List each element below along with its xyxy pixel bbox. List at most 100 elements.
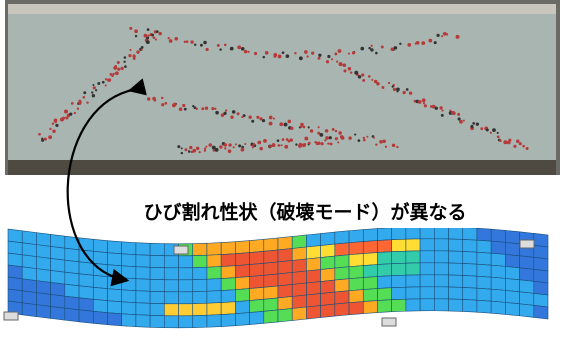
mesh-cell xyxy=(349,230,363,243)
mesh-cell xyxy=(321,268,335,281)
mesh-cell xyxy=(292,235,306,248)
crack xyxy=(290,127,293,130)
crack xyxy=(155,38,157,40)
mesh-cell xyxy=(377,300,391,313)
crack xyxy=(224,44,227,47)
crack xyxy=(253,143,256,146)
mesh-cell xyxy=(250,299,264,312)
mesh-cell xyxy=(534,245,548,259)
mesh-cell xyxy=(221,278,235,291)
crack xyxy=(129,27,132,30)
mesh-cell xyxy=(520,292,534,306)
mesh-cell xyxy=(377,228,391,241)
mesh-cell xyxy=(491,253,505,266)
crack xyxy=(396,146,398,148)
crack xyxy=(188,150,191,153)
mesh-cell xyxy=(534,281,548,295)
crack xyxy=(83,96,86,99)
mesh-cell xyxy=(164,316,178,328)
mesh-cell xyxy=(250,311,264,324)
mesh-cell xyxy=(420,287,434,299)
mesh-cell xyxy=(179,316,193,328)
mesh-cell xyxy=(292,307,306,320)
crack xyxy=(304,50,308,54)
mesh-cell xyxy=(449,227,463,239)
mesh-cell xyxy=(179,304,193,316)
crack xyxy=(526,147,529,150)
mesh-cell xyxy=(335,243,349,256)
crack xyxy=(184,41,186,43)
mesh-cell xyxy=(250,287,264,300)
crack xyxy=(287,120,291,124)
crack xyxy=(327,55,330,58)
crack xyxy=(354,71,358,75)
mesh-cell xyxy=(406,287,420,299)
crack xyxy=(375,52,378,55)
crack xyxy=(321,142,324,145)
mesh-cell xyxy=(278,237,292,250)
mesh-cell xyxy=(235,301,249,314)
mesh-cell xyxy=(306,270,320,283)
mesh-cell xyxy=(420,251,434,263)
mesh-cell xyxy=(221,242,235,255)
crack xyxy=(263,139,267,143)
mesh-cell xyxy=(8,289,22,303)
mesh-cell xyxy=(193,243,207,255)
crack xyxy=(120,67,123,70)
mesh-cell xyxy=(107,313,121,326)
mesh-cell xyxy=(150,267,164,279)
mesh-cell xyxy=(349,242,363,255)
mesh-cell xyxy=(221,314,235,327)
crack xyxy=(184,108,187,111)
mesh-cell xyxy=(463,275,477,288)
mesh-cell xyxy=(406,275,420,287)
crack xyxy=(190,40,193,43)
crack xyxy=(168,37,170,39)
crack xyxy=(385,146,387,148)
mesh-cell xyxy=(51,294,65,308)
crack xyxy=(141,46,144,49)
crack xyxy=(181,152,183,154)
crack xyxy=(299,56,303,60)
mesh-cell xyxy=(36,257,50,271)
mesh-cell xyxy=(79,298,93,312)
mesh-cell xyxy=(65,284,79,298)
mesh-cell xyxy=(406,263,420,275)
mesh-cell xyxy=(193,303,207,315)
crack xyxy=(311,51,314,54)
mesh-cell xyxy=(477,252,491,265)
crack xyxy=(174,37,178,41)
crack xyxy=(370,48,373,51)
crack xyxy=(74,112,76,114)
crack xyxy=(441,110,443,112)
crack xyxy=(430,105,433,108)
mesh-cell xyxy=(93,251,107,264)
crack xyxy=(257,141,261,145)
mesh-cell xyxy=(22,231,36,245)
mesh-cell xyxy=(321,292,335,305)
mesh-cell xyxy=(207,279,221,292)
mesh-cell xyxy=(520,268,534,282)
mesh-cell xyxy=(278,273,292,286)
crack xyxy=(141,49,143,51)
mesh-cell xyxy=(505,254,519,267)
crack xyxy=(102,81,105,84)
mesh-cell xyxy=(377,276,391,289)
crack xyxy=(457,113,460,116)
mesh-cell xyxy=(136,255,150,268)
mesh-cell xyxy=(520,280,534,294)
mesh-cell xyxy=(150,315,164,327)
mesh-cell xyxy=(136,291,150,304)
mesh-cell xyxy=(8,253,22,267)
mesh-cell xyxy=(349,302,363,315)
mesh-cell xyxy=(179,256,193,268)
mesh-cell xyxy=(505,290,519,303)
crack xyxy=(41,138,43,140)
crack xyxy=(49,128,51,130)
mesh-cell xyxy=(534,293,548,307)
caption: ひび割れ性状（破壊モード）が異なる xyxy=(143,201,466,224)
mesh-cell xyxy=(392,251,406,264)
mesh-cell xyxy=(349,266,363,279)
crack xyxy=(451,111,454,114)
crack xyxy=(238,144,241,147)
